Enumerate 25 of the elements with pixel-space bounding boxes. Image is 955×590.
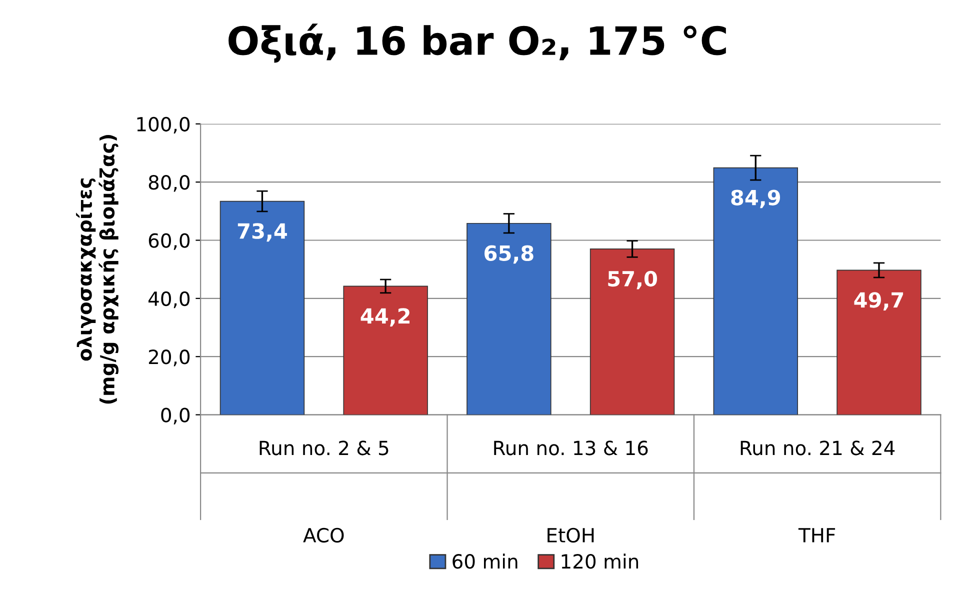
y-tick-label: 20,0 [148,350,190,366]
legend-label: 120 min [562,554,638,569]
chart-title: Οξιά, 16 bar O₂, 175 °C [228,24,726,63]
y-tick-label: 40,0 [148,291,190,308]
y-tick-label: 80,0 [148,175,190,192]
bar [343,286,428,415]
data-label: 44,2 [360,308,410,326]
category-label: Run no. 13 & 16 EtOH [494,440,648,543]
bar [466,222,552,415]
category-label: Run no. 2 & 5 ACO [260,440,388,543]
bar [713,167,798,415]
data-label: 49,7 [854,292,904,310]
data-label: 84,9 [731,190,780,208]
data-label: 65,8 [484,245,534,264]
category-label: Run no. 21 & 24 THF [740,440,895,542]
y-tick-label: 60,0 [148,233,190,250]
bar [220,200,305,415]
data-label: 73,4 [238,223,287,242]
y-tick-label: 0,0 [161,408,190,424]
y-tick-label: 100,0 [137,116,190,134]
legend-label: 60 min [452,554,518,569]
bar [590,248,675,415]
data-label: 57,0 [608,270,657,290]
bar [836,270,922,415]
y-axis-title: ολιγοσακχαρίτες (mg/g αρχικής βιομάζας) [76,135,118,404]
